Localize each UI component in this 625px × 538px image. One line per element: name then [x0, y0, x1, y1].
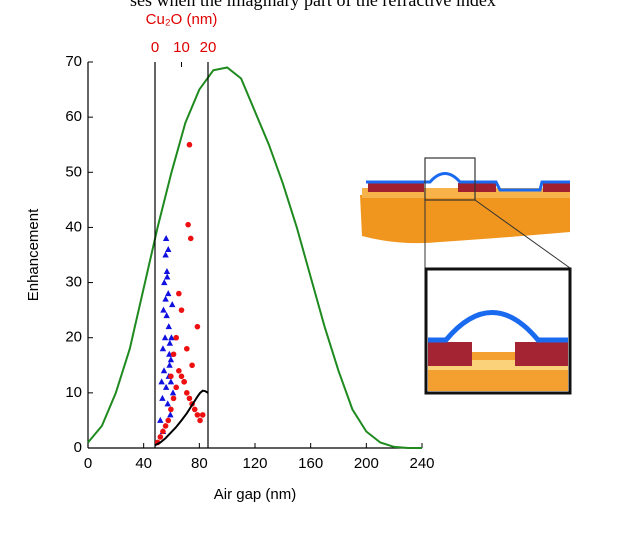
scatter-point [161, 334, 169, 341]
x-tick-label: 120 [242, 455, 267, 472]
inset-x-axis-label: Cu₂O (nm) [146, 11, 218, 28]
scatter-point [187, 235, 194, 242]
scatter-point [159, 345, 167, 352]
x-axis-label: Air gap (nm) [214, 486, 297, 503]
scatter-point [169, 389, 177, 396]
scatter-point [162, 423, 169, 429]
block [368, 183, 424, 192]
zoom-guide [474, 199, 571, 269]
zoom-block [428, 342, 472, 366]
x-tick-label: 200 [354, 455, 379, 472]
zoom-block [515, 342, 568, 366]
scatter-point [166, 350, 173, 357]
scatter-point [191, 406, 198, 413]
block [458, 183, 496, 192]
scatter-point [168, 406, 174, 413]
scatter-point [164, 400, 171, 407]
scatter-point [162, 251, 169, 258]
scatter-point [169, 301, 176, 308]
scatter-point [194, 323, 201, 330]
x-tick-label: 160 [298, 455, 323, 472]
zoom-graphene [428, 310, 568, 343]
scatter-point [186, 141, 193, 148]
data-line [154, 389, 209, 447]
y-tick-label: 50 [65, 163, 82, 180]
scatter-point [165, 245, 172, 252]
scatter-point [157, 416, 164, 423]
y-tick-label: 0 [74, 439, 82, 456]
scatter-point [178, 373, 185, 380]
scatter-point [186, 395, 193, 402]
block [543, 183, 570, 192]
scatter-point [162, 295, 169, 302]
scatter-point [167, 411, 174, 418]
scatter-point [189, 362, 195, 369]
scatter-point [160, 306, 167, 313]
scatter-point [168, 334, 175, 341]
scatter-point [184, 390, 190, 396]
scatter-point [165, 417, 172, 424]
y-tick-label: 40 [65, 218, 82, 235]
scatter-point [163, 312, 170, 319]
y-tick-label: 70 [65, 53, 82, 70]
scatter-point [167, 378, 175, 385]
scatter-point [165, 290, 172, 297]
scatter-point [170, 395, 177, 402]
inset-x-tick-label: 10 [173, 39, 190, 56]
x-tick-label: 40 [135, 455, 152, 472]
scatter-point [184, 345, 190, 352]
x-tick-label: 240 [409, 455, 434, 472]
scatter-point [158, 378, 165, 385]
graphene-line [366, 172, 570, 192]
inset-x-tick-label: 0 [151, 39, 159, 56]
x-tick-label: 80 [191, 455, 208, 472]
scatter-point [168, 373, 174, 380]
data-line [87, 66, 422, 449]
x-tick-label: 0 [84, 455, 92, 472]
y-tick-label: 60 [65, 108, 82, 125]
scatter-point [199, 412, 206, 418]
scatter-point [161, 279, 168, 286]
scatter-point [160, 367, 168, 374]
scatter-point [185, 221, 191, 228]
scatter-point [163, 268, 171, 275]
scatter-point [162, 234, 170, 241]
y-tick-label: 30 [65, 274, 82, 291]
scatter-point [170, 351, 177, 358]
scatter-point [157, 434, 164, 440]
scatter-point [159, 394, 166, 401]
scatter-point [166, 361, 173, 368]
inset-x-tick-label: 20 [200, 39, 217, 56]
scatter-point [197, 417, 203, 424]
scatter-point [181, 379, 187, 385]
y-tick-label: 10 [65, 384, 82, 401]
scatter-point [176, 290, 182, 297]
zoom-substrate-band [428, 360, 568, 370]
scatter-point [163, 273, 171, 280]
zoom-box [424, 157, 476, 201]
scatter-point [160, 428, 166, 435]
scatter-point [165, 323, 172, 330]
y-tick-label: 20 [65, 329, 82, 346]
scatter-point [178, 307, 185, 313]
y-axis-label: Enhancement [25, 208, 42, 301]
scatter-point [194, 412, 201, 418]
caption-fragment: ses when the imaginary part of the refra… [130, 0, 496, 10]
substrate-top [362, 188, 570, 198]
scatter-point [166, 339, 174, 346]
device-schematic [360, 157, 572, 395]
scatter-point [173, 334, 179, 341]
scatter-point [173, 384, 179, 391]
scatter-point [176, 368, 182, 374]
scatter-point [167, 356, 175, 363]
scatter-point [162, 383, 170, 390]
